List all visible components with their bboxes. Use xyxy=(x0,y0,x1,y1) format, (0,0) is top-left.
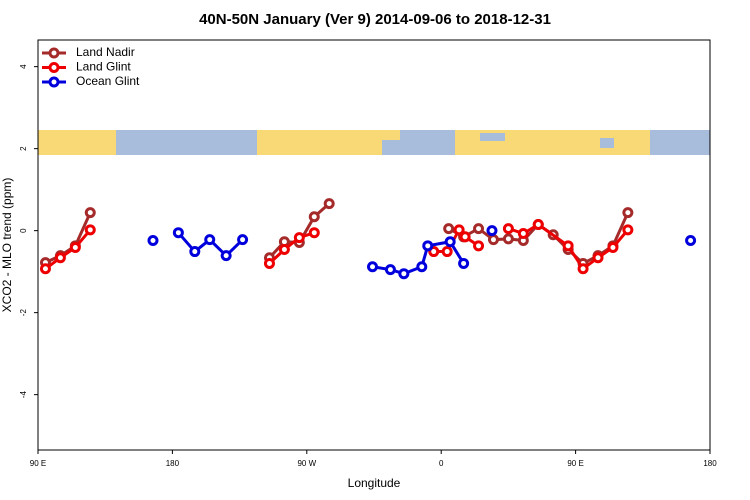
legend-marker xyxy=(48,47,60,59)
point xyxy=(453,224,465,236)
y-tick-label: 2 xyxy=(19,146,28,151)
point xyxy=(263,257,275,269)
point xyxy=(189,246,201,258)
y-tick-label: -2 xyxy=(19,309,28,317)
map-strip xyxy=(38,130,710,155)
y-tick-label: 0 xyxy=(19,228,28,233)
point xyxy=(293,232,305,244)
point xyxy=(220,250,232,262)
point xyxy=(398,268,410,280)
x-axis-label: Longitude xyxy=(348,476,401,490)
point xyxy=(54,252,66,264)
point xyxy=(622,224,634,236)
x-tick-label: 90 E xyxy=(567,459,583,468)
x-tick-label: 0 xyxy=(439,459,444,468)
point xyxy=(607,241,619,253)
x-tick-label: 180 xyxy=(703,459,717,468)
point xyxy=(147,234,159,246)
point xyxy=(473,223,485,235)
point xyxy=(84,207,96,219)
point xyxy=(384,264,396,276)
point xyxy=(39,263,51,275)
legend-label: Ocean Glint xyxy=(76,74,140,88)
x-tick-label: 90 E xyxy=(30,459,46,468)
point xyxy=(443,223,455,235)
point xyxy=(422,240,434,252)
point xyxy=(502,233,514,245)
series-line xyxy=(44,222,630,271)
plot-frame xyxy=(37,39,711,451)
y-tick-label: -4 xyxy=(19,391,28,399)
point xyxy=(69,241,81,253)
legend-label: Land Nadir xyxy=(76,45,135,59)
point xyxy=(237,234,249,246)
point xyxy=(486,225,498,237)
point xyxy=(444,236,456,248)
point xyxy=(517,228,529,240)
legend-marker xyxy=(48,62,60,73)
point xyxy=(458,257,470,269)
y-axis-label: XCO2 - MLO trend (ppm) xyxy=(0,178,14,313)
point xyxy=(562,240,574,252)
point xyxy=(577,263,589,275)
point xyxy=(204,234,216,246)
point xyxy=(473,240,485,252)
x-tick-label: 90 W xyxy=(297,459,316,468)
point xyxy=(532,219,544,230)
point xyxy=(487,234,499,246)
point xyxy=(685,234,697,246)
point xyxy=(278,244,290,256)
series-line xyxy=(44,202,630,266)
point xyxy=(308,211,320,223)
point xyxy=(459,231,471,243)
y-tick-label: 4 xyxy=(19,64,28,69)
legend-marker xyxy=(48,76,60,88)
point xyxy=(622,207,634,219)
point xyxy=(367,261,379,273)
chart-title: 40N-50N January (Ver 9) 2014-09-06 to 20… xyxy=(199,11,551,28)
point xyxy=(308,227,320,239)
point xyxy=(592,252,604,264)
point xyxy=(172,227,184,239)
point xyxy=(84,224,96,236)
point xyxy=(441,246,453,258)
point xyxy=(502,223,514,235)
point xyxy=(323,198,335,210)
point xyxy=(416,261,428,273)
legend-label: Land Glint xyxy=(76,60,131,74)
x-tick-label: 180 xyxy=(166,459,180,468)
